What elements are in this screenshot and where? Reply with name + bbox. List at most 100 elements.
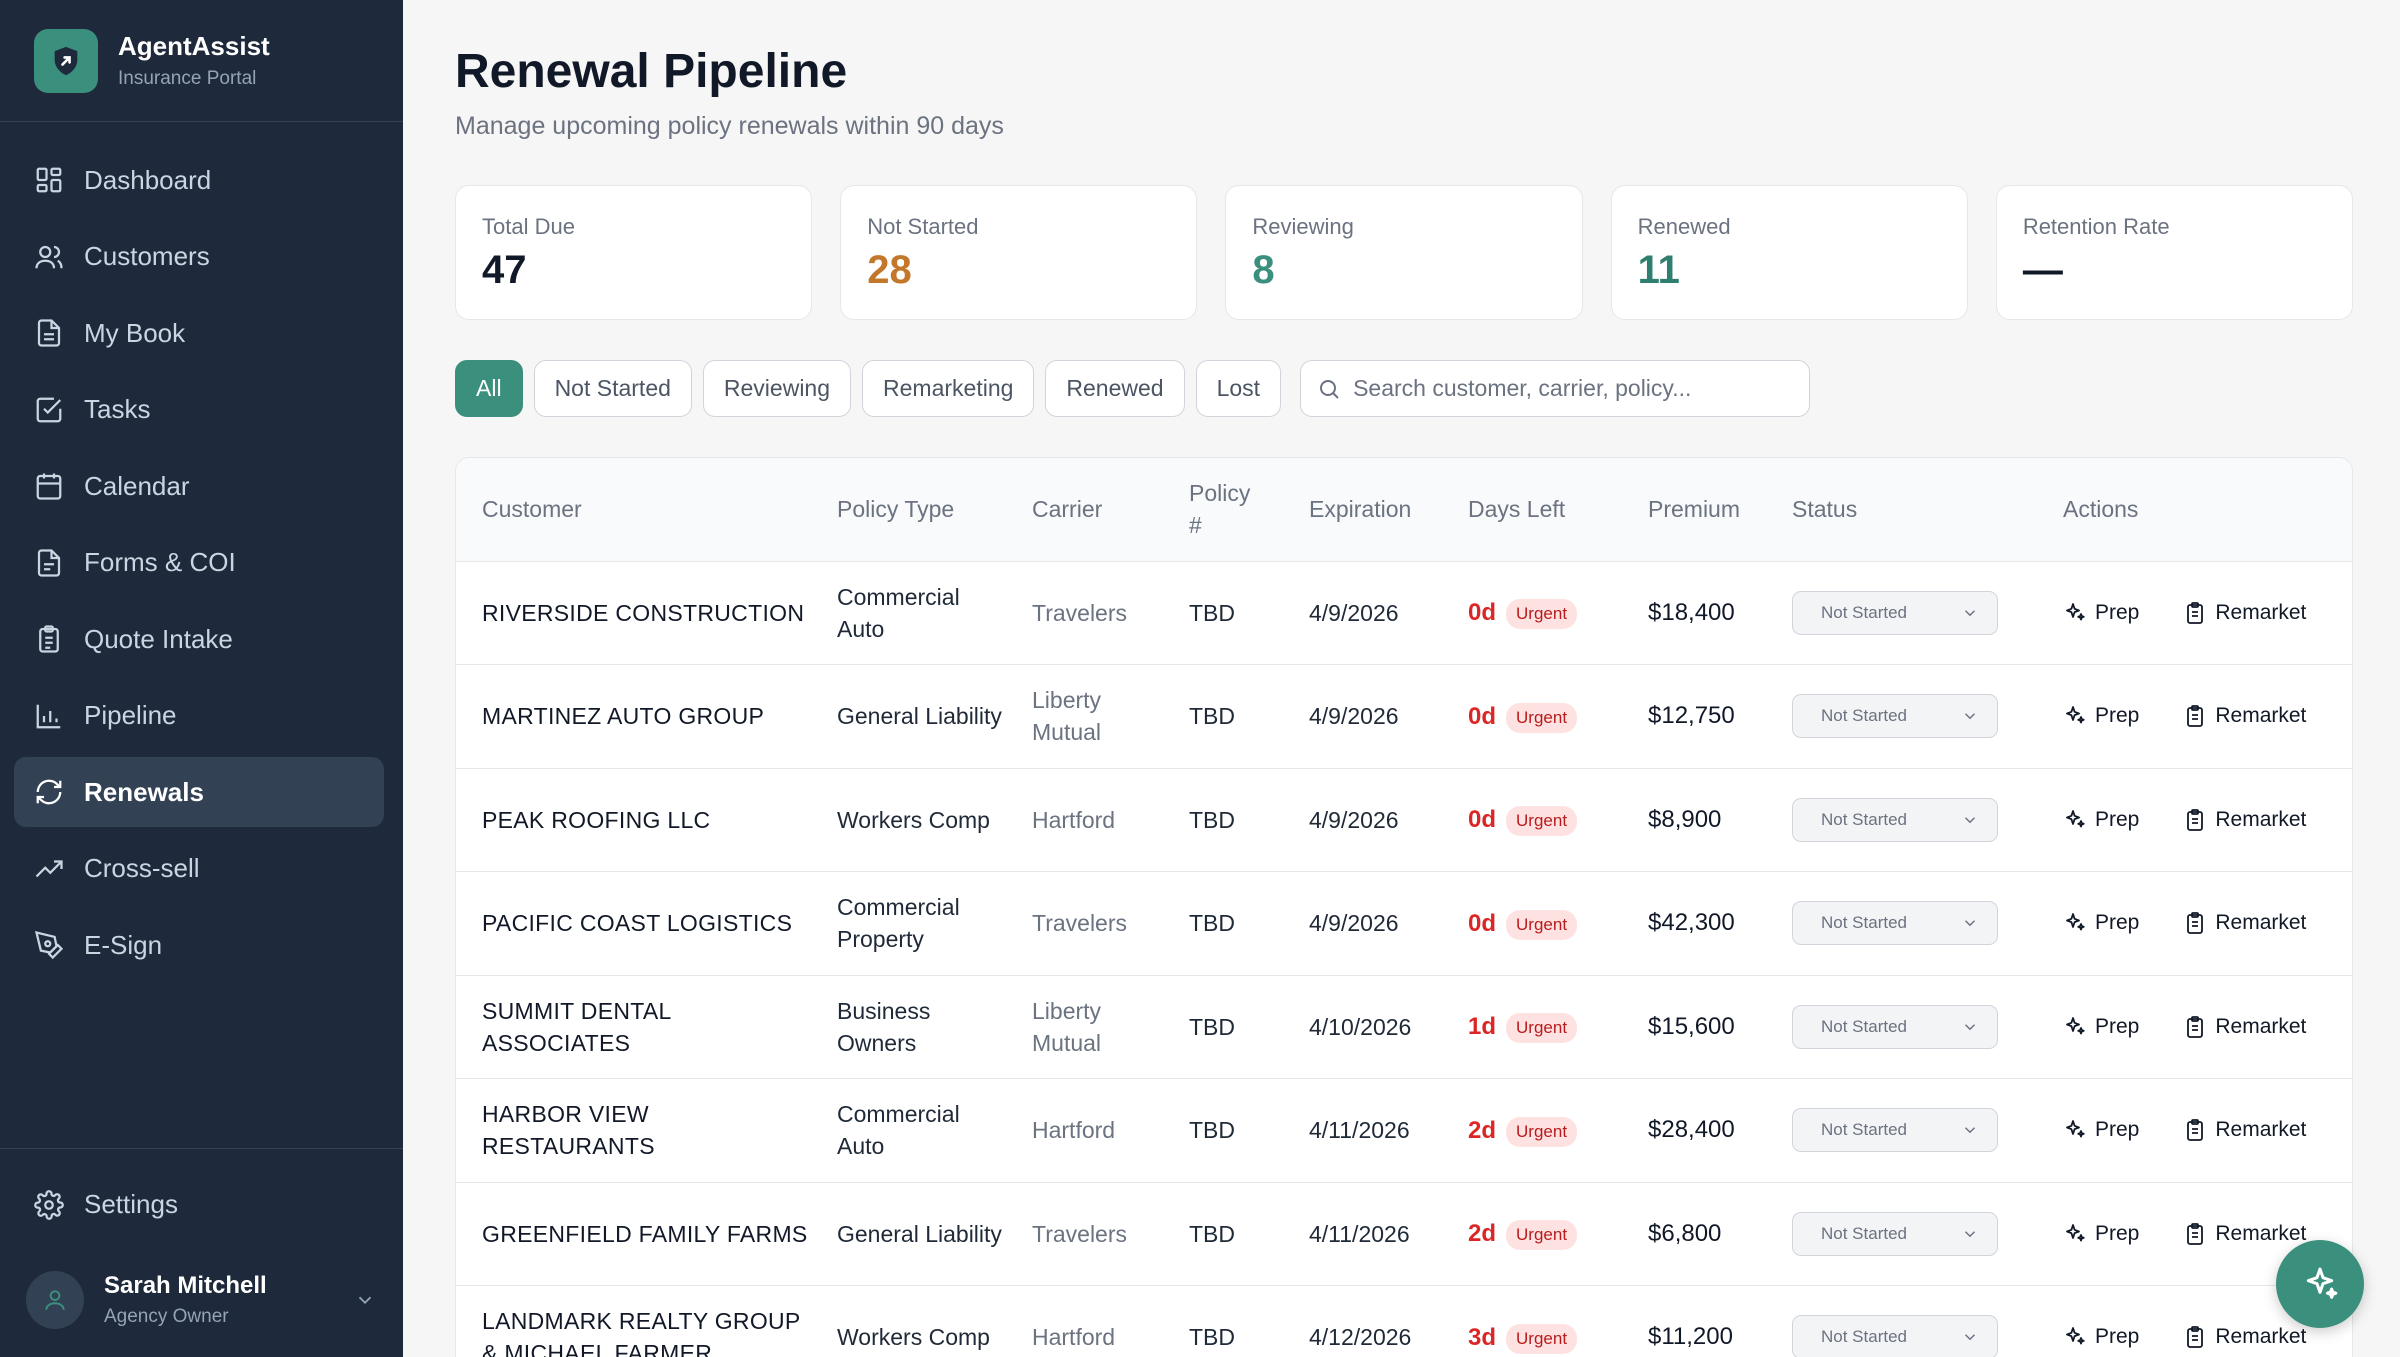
- status-dropdown[interactable]: Not Started: [1792, 590, 1998, 635]
- column-header-carrier[interactable]: Carrier: [1032, 496, 1103, 523]
- remarket-button[interactable]: Remarket: [2183, 1011, 2306, 1043]
- sidebar-item-label: Dashboard: [84, 164, 212, 195]
- stats-row: Total Due 47 Not Started 28 Reviewing 8 …: [455, 185, 2354, 320]
- sidebar-item-dashboard[interactable]: Dashboard: [14, 145, 384, 215]
- column-header-status[interactable]: Status: [1792, 496, 1858, 523]
- table-row[interactable]: LANDMARK REALTY GROUP & MICHAEL FARMER Wo…: [456, 1286, 2352, 1357]
- status-dropdown[interactable]: Not Started: [1792, 901, 1998, 946]
- status-dropdown[interactable]: Not Started: [1792, 1004, 1998, 1049]
- filter-reviewing[interactable]: Reviewing: [702, 360, 852, 417]
- prep-button[interactable]: Prep: [2063, 804, 2139, 836]
- prep-button[interactable]: Prep: [2063, 1114, 2139, 1146]
- remarket-button[interactable]: Remarket: [2183, 700, 2306, 732]
- status-dropdown[interactable]: Not Started: [1792, 1108, 1998, 1153]
- cell-customer[interactable]: RIVERSIDE CONSTRUCTION: [482, 599, 805, 626]
- cell-customer[interactable]: MARTINEZ AUTO GROUP: [482, 703, 765, 730]
- table-row[interactable]: RIVERSIDE CONSTRUCTION Commercial Auto Tra…: [456, 561, 2352, 665]
- urgent-badge: Urgent: [1506, 1013, 1578, 1044]
- cell-expiration: 4/12/2026: [1309, 1324, 1412, 1351]
- search-input[interactable]: [1353, 375, 1794, 402]
- user-menu[interactable]: Sarah Mitchell Agency Owner: [26, 1271, 376, 1329]
- cell-status: Not Started: [1766, 872, 2025, 976]
- days-left-value: 1d: [1468, 1013, 1497, 1041]
- prep-button[interactable]: Prep: [2063, 907, 2139, 939]
- user-role: Agency Owner: [104, 1306, 229, 1327]
- cell-expiration: 4/9/2026: [1309, 910, 1399, 937]
- column-header-policy-number[interactable]: Policy #: [1189, 480, 1251, 539]
- filter-remarketing[interactable]: Remarketing: [862, 360, 1035, 417]
- cell-customer[interactable]: HARBOR VIEW RESTAURANTS: [482, 1101, 655, 1160]
- user-name: Sarah Mitchell: [104, 1272, 267, 1299]
- urgent-badge: Urgent: [1506, 806, 1578, 837]
- sidebar-item-e-sign[interactable]: E-Sign: [14, 910, 384, 980]
- sidebar-item-customers[interactable]: Customers: [14, 222, 384, 292]
- table-row[interactable]: PACIFIC COAST LOGISTICS Commercial Proper…: [456, 872, 2352, 976]
- file-icon: [37, 548, 61, 577]
- renewals-table: Customer Policy Type Carrier Policy # Ex…: [455, 457, 2353, 1357]
- remarket-button[interactable]: Remarket: [2183, 804, 2306, 836]
- filter-lost[interactable]: Lost: [1195, 360, 1282, 417]
- cell-customer[interactable]: PEAK ROOFING LLC: [482, 806, 711, 833]
- cell-policy-number: TBD: [1189, 599, 1235, 626]
- prep-label: Prep: [2095, 1014, 2140, 1038]
- prep-button[interactable]: Prep: [2063, 1218, 2139, 1250]
- filter-not-started[interactable]: Not Started: [533, 360, 692, 417]
- column-header-expiration[interactable]: Expiration: [1309, 496, 1412, 523]
- status-dropdown[interactable]: Not Started: [1792, 797, 1998, 842]
- remarket-button[interactable]: Remarket: [2183, 1321, 2306, 1353]
- cell-actions: Prep Remarket: [2025, 665, 2352, 769]
- cell-customer[interactable]: GREENFIELD FAMILY FARMS: [482, 1220, 808, 1247]
- column-header-days-left[interactable]: Days Left: [1468, 496, 1566, 523]
- table-row[interactable]: PEAK ROOFING LLC Workers Comp Hartford TBD 4…: [456, 768, 2352, 872]
- cell-status: Not Started: [1766, 561, 2025, 665]
- cell-policy-number: TBD: [1189, 1220, 1235, 1247]
- column-header-premium[interactable]: Premium: [1648, 496, 1741, 523]
- table-row[interactable]: HARBOR VIEW RESTAURANTS Commercial Auto Ha…: [456, 1079, 2352, 1183]
- sidebar-item-calendar[interactable]: Calendar: [14, 451, 384, 521]
- sidebar-item-renewals[interactable]: Renewals: [14, 757, 384, 827]
- remarket-button[interactable]: Remarket: [2183, 907, 2306, 939]
- table-row[interactable]: GREENFIELD FAMILY FARMS General Liability…: [456, 1182, 2352, 1286]
- sidebar-item-cross-sell[interactable]: Cross-sell: [14, 834, 384, 904]
- sidebar-item-settings[interactable]: Settings: [34, 1189, 178, 1220]
- sidebar-item-tasks[interactable]: Tasks: [14, 375, 384, 445]
- table-row[interactable]: MARTINEZ AUTO GROUP General Liability Libe…: [456, 665, 2352, 769]
- sidebar-item-pipeline[interactable]: Pipeline: [14, 681, 384, 751]
- search-box[interactable]: [1300, 360, 1811, 417]
- sidebar-item-my-book[interactable]: My Book: [14, 298, 384, 368]
- prep-button[interactable]: Prep: [2063, 700, 2139, 732]
- ai-assistant-button[interactable]: [2276, 1240, 2364, 1328]
- cell-customer[interactable]: SUMMIT DENTAL ASSOCIATES: [482, 997, 671, 1056]
- gear-icon: [34, 1189, 64, 1220]
- cell-actions: Prep Remarket: [2025, 1079, 2352, 1183]
- cell-days-left: 0d Urgent: [1442, 768, 1622, 872]
- sidebar-item-forms-coi[interactable]: Forms & COI: [14, 528, 384, 598]
- cell-customer[interactable]: PACIFIC COAST LOGISTICS: [482, 910, 793, 937]
- cell-policy-type: Business Owners: [837, 997, 931, 1056]
- cell-expiration: 4/11/2026: [1309, 1220, 1410, 1247]
- filter-renewed[interactable]: Renewed: [1045, 360, 1185, 417]
- prep-button[interactable]: Prep: [2063, 1011, 2139, 1043]
- brand-header[interactable]: AgentAssist Insurance Portal: [0, 0, 403, 122]
- status-dropdown[interactable]: Not Started: [1792, 694, 1998, 739]
- filter-all[interactable]: All: [455, 360, 523, 417]
- remarket-button[interactable]: Remarket: [2183, 597, 2306, 629]
- cell-customer[interactable]: LANDMARK REALTY GROUP & MICHAEL FARMER: [482, 1308, 801, 1357]
- remarket-button[interactable]: Remarket: [2183, 1218, 2306, 1250]
- cell-days-left: 2d Urgent: [1442, 1182, 1622, 1286]
- urgent-badge: Urgent: [1506, 599, 1578, 630]
- cell-actions: Prep Remarket: [2025, 561, 2352, 665]
- prep-button[interactable]: Prep: [2063, 1321, 2139, 1353]
- sidebar-item-quote-intake[interactable]: Quote Intake: [14, 604, 384, 674]
- remarket-label: Remarket: [2215, 1118, 2307, 1142]
- status-dropdown[interactable]: Not Started: [1792, 1315, 1998, 1357]
- sparkle-icon: [2066, 913, 2085, 931]
- remarket-label: Remarket: [2215, 1325, 2307, 1349]
- status-dropdown[interactable]: Not Started: [1792, 1211, 1998, 1256]
- prep-button[interactable]: Prep: [2063, 597, 2139, 629]
- column-header-customer[interactable]: Customer: [482, 496, 582, 523]
- remarket-button[interactable]: Remarket: [2183, 1114, 2306, 1146]
- table-row[interactable]: SUMMIT DENTAL ASSOCIATES Business Owners L…: [456, 975, 2352, 1079]
- column-header-policy-type[interactable]: Policy Type: [837, 496, 955, 523]
- chevron-down-icon[interactable]: [354, 1289, 376, 1311]
